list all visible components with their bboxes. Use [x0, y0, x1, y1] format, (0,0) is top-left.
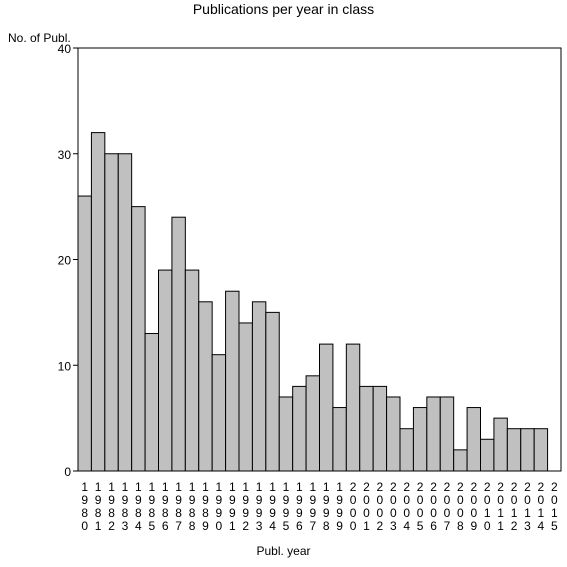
y-tick-label-10: 10	[58, 359, 72, 373]
bar-1986	[158, 269, 173, 472]
bar-2012	[506, 428, 522, 472]
bar-2007	[439, 396, 455, 472]
bar-1990	[211, 354, 227, 472]
bar-2011	[493, 417, 508, 472]
chart-title: Publications per year in class	[192, 1, 375, 17]
bar-2006	[426, 396, 441, 472]
x-axis-label: Publ. year	[256, 544, 311, 558]
bar-1982	[104, 153, 119, 472]
y-tick-label-30: 30	[58, 148, 72, 162]
bar-2008	[453, 449, 468, 472]
bar-2009	[466, 407, 482, 472]
bar-2001	[359, 385, 374, 472]
bar-2014	[533, 428, 549, 472]
y-tick-label-20: 20	[58, 254, 72, 268]
bar-1984	[131, 206, 146, 472]
bar-2004	[399, 428, 414, 472]
bar-2003	[386, 396, 401, 472]
bar-1991	[225, 290, 240, 472]
y-tick-label-40: 40	[58, 42, 72, 56]
bar-1985	[144, 333, 159, 472]
y-axis-label: No. of Publ.	[8, 31, 71, 45]
bar-1994	[265, 311, 280, 472]
bar-2002	[372, 385, 388, 472]
bar-2010	[480, 438, 495, 472]
bar-1980	[77, 195, 92, 472]
bar-1981	[90, 132, 106, 472]
y-tick-label-0: 0	[64, 465, 71, 479]
bar-1993	[251, 301, 267, 472]
bar-1998	[319, 343, 334, 472]
bar-1999	[332, 407, 347, 472]
bar-2005	[412, 407, 428, 472]
bar-1983	[117, 153, 133, 472]
bar-2013	[520, 428, 535, 472]
bar-1996	[292, 385, 307, 472]
bar-2000	[345, 343, 361, 472]
bar-1997	[305, 375, 321, 472]
bar-1987	[171, 216, 186, 472]
bar-1992	[238, 322, 253, 472]
bar-1995	[278, 396, 294, 472]
bar-1989	[198, 301, 213, 472]
bar-1988	[184, 269, 200, 472]
